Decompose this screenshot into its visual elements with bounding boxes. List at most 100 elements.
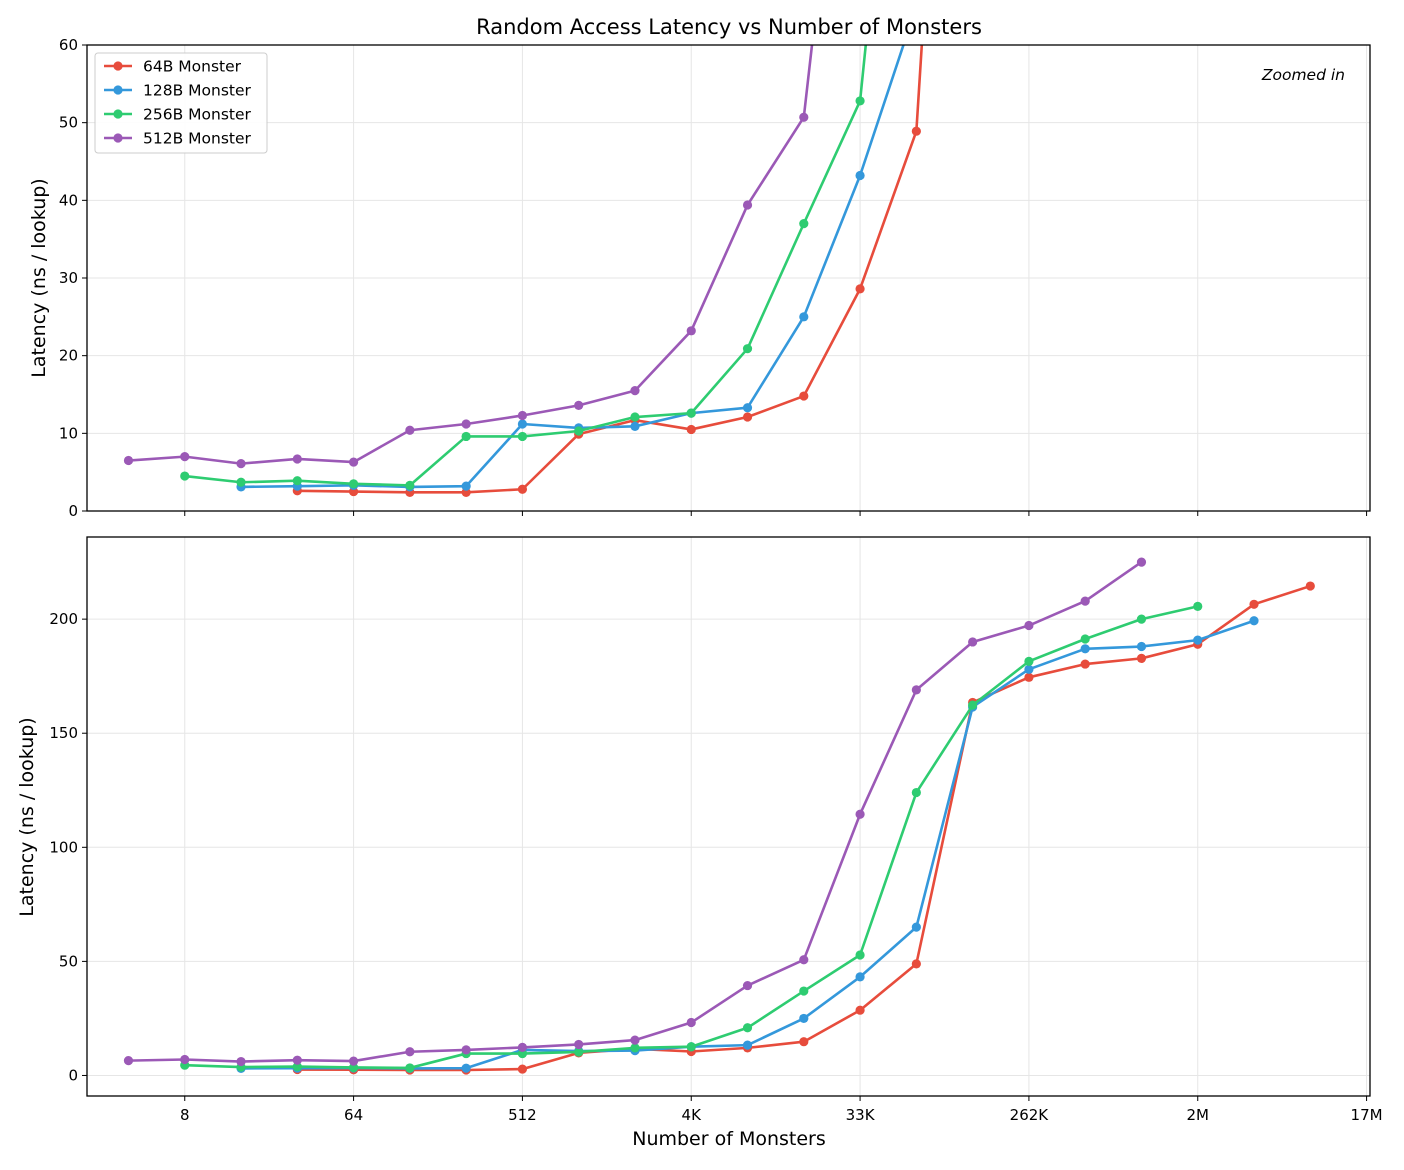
bottom-data-point-64b-monster <box>911 959 921 969</box>
bottom-data-point-512b-monster <box>1136 557 1147 567</box>
top-data-point-512b-monster <box>799 112 809 122</box>
top-series-group <box>123 2 924 497</box>
bottom-axes: 8 64 512 4K 33K 262K 2M 17M 0 50 100 150 200 <box>49 610 1382 1124</box>
top-data-point-64b-monster <box>742 412 753 422</box>
top-data-point-64b-monster <box>686 424 696 435</box>
bottom-panel-frame <box>86 536 1371 1097</box>
legend-label: 64B Monster <box>143 58 242 76</box>
x-axis-label: Number of Monsters <box>632 1128 826 1150</box>
bottom-data-point-512b-monster <box>405 1047 415 1057</box>
bottom-y-axis-label: Latency (ns / lookup) <box>16 717 38 916</box>
top-data-point-512b-monster <box>292 454 302 464</box>
top-y-tick-label: 10 <box>59 424 78 442</box>
top-data-point-128b-monster <box>855 170 865 181</box>
top-data-point-256b-monster <box>461 431 471 442</box>
bottom-panel-background <box>87 537 1370 1096</box>
bottom-y-tick-label: 0 <box>68 1066 78 1084</box>
bottom-data-point-128b-monster <box>461 1063 471 1073</box>
top-data-point-128b-monster <box>517 419 528 429</box>
bottom-data-point-256b-monster <box>1024 656 1034 666</box>
bottom-data-point-128b-monster <box>855 972 865 982</box>
top-data-point-256b-monster <box>855 96 865 106</box>
top-data-point-128b-monster <box>799 312 809 322</box>
top-data-point-128b-monster <box>742 403 753 413</box>
top-y-tick-label: 40 <box>59 191 78 209</box>
top-data-point-128b-monster <box>630 421 640 431</box>
bottom-y-tick-label: 50 <box>59 952 78 970</box>
legend-marker <box>113 133 123 143</box>
bottom-data-point-128b-monster <box>911 922 921 932</box>
bottom-data-point-256b-monster <box>405 1063 415 1073</box>
bottom-data-point-128b-monster <box>742 1040 753 1050</box>
bottom-data-point-512b-monster <box>180 1054 190 1065</box>
bottom-data-point-512b-monster <box>1024 620 1034 631</box>
bottom-data-point-128b-monster <box>1136 641 1147 652</box>
bottom-data-point-512b-monster <box>686 1017 696 1028</box>
bottom-data-point-256b-monster <box>348 1062 359 1073</box>
top-data-point-512b-monster <box>517 410 528 421</box>
bottom-data-point-64b-monster <box>855 1005 865 1015</box>
chart-title: Random Access Latency vs Number of Monst… <box>476 15 982 39</box>
top-data-point-128b-monster <box>461 481 471 491</box>
top-data-point-256b-monster <box>292 476 302 486</box>
bottom-data-point-128b-monster <box>1024 664 1034 674</box>
bottom-data-point-128b-monster <box>799 1013 809 1024</box>
legend-label: 512B Monster <box>143 130 252 148</box>
top-data-point-256b-monster <box>799 219 809 229</box>
bottom-data-point-256b-monster <box>292 1061 302 1072</box>
legend-label: 256B Monster <box>143 106 252 124</box>
bottom-data-point-256b-monster <box>1080 634 1090 644</box>
x-tick-label: 8 <box>180 1106 190 1124</box>
legend-label: 128B Monster <box>143 82 252 100</box>
top-data-point-256b-monster <box>180 471 190 481</box>
top-data-point-256b-monster <box>405 480 415 490</box>
bottom-data-point-256b-monster <box>1136 614 1147 624</box>
top-data-point-512b-monster <box>236 459 246 469</box>
top-y-tick-label: 20 <box>59 347 78 365</box>
bottom-data-point-64b-monster <box>1136 653 1147 663</box>
top-y-axis-label: Latency (ns / lookup) <box>28 178 50 377</box>
bottom-data-point-512b-monster <box>517 1042 528 1053</box>
bottom-data-point-512b-monster <box>742 980 753 991</box>
top-data-point-512b-monster <box>461 419 471 429</box>
bottom-data-point-512b-monster <box>630 1035 640 1045</box>
bottom-data-point-512b-monster <box>911 685 921 695</box>
top-data-point-256b-monster <box>236 477 246 487</box>
top-data-point-64b-monster <box>799 391 809 401</box>
top-data-point-512b-monster <box>742 200 753 210</box>
bottom-data-point-512b-monster <box>799 955 809 965</box>
bottom-data-point-64b-monster <box>1080 659 1090 669</box>
top-data-point-256b-monster <box>574 426 584 436</box>
x-tick-label: 262K <box>1010 1106 1050 1124</box>
x-tick-label: 17M <box>1351 1106 1383 1124</box>
top-data-point-256b-monster <box>348 479 359 489</box>
top-data-point-512b-monster <box>348 457 359 467</box>
top-y-tick-label: 50 <box>59 114 78 132</box>
bottom-data-point-256b-monster <box>968 700 978 710</box>
bottom-data-point-256b-monster <box>630 1043 640 1053</box>
top-data-point-256b-monster <box>517 431 528 442</box>
top-y-tick-label: 0 <box>68 502 78 520</box>
bottom-data-point-128b-monster <box>1249 616 1259 626</box>
top-panel-zoomed: 0 10 20 30 40 50 60 Latency (ns / lookup) Zoom… <box>28 2 1371 520</box>
bottom-data-point-64b-monster <box>1024 672 1034 682</box>
bottom-y-tick-label: 200 <box>49 610 78 628</box>
bottom-data-point-512b-monster <box>1080 596 1090 606</box>
legend: 64B Monster 128B Monster 256B Monster 512B … <box>94 52 268 154</box>
bottom-data-point-512b-monster <box>348 1056 359 1066</box>
bottom-data-point-512b-monster <box>292 1055 302 1065</box>
bottom-data-point-256b-monster <box>1193 601 1203 611</box>
top-data-point-128b-monster <box>912 2 921 11</box>
top-data-point-256b-monster <box>742 344 753 354</box>
top-y-tick-label: 30 <box>59 269 78 287</box>
bottom-panel-full: 8 64 512 4K 33K 262K 2M 17M 0 50 100 150 200 Latency… <box>16 536 1383 1150</box>
top-data-point-512b-monster <box>630 386 640 396</box>
bottom-y-tick-label: 100 <box>49 838 78 856</box>
top-data-point-64b-monster <box>911 126 921 136</box>
top-axes: 0 10 20 30 40 50 60 <box>59 36 1368 520</box>
bottom-data-point-256b-monster <box>855 950 865 960</box>
bottom-y-tick-label: 150 <box>49 724 78 742</box>
bottom-data-point-256b-monster <box>686 1042 696 1052</box>
bottom-data-point-512b-monster <box>236 1056 246 1067</box>
bottom-data-point-128b-monster <box>1080 644 1090 654</box>
